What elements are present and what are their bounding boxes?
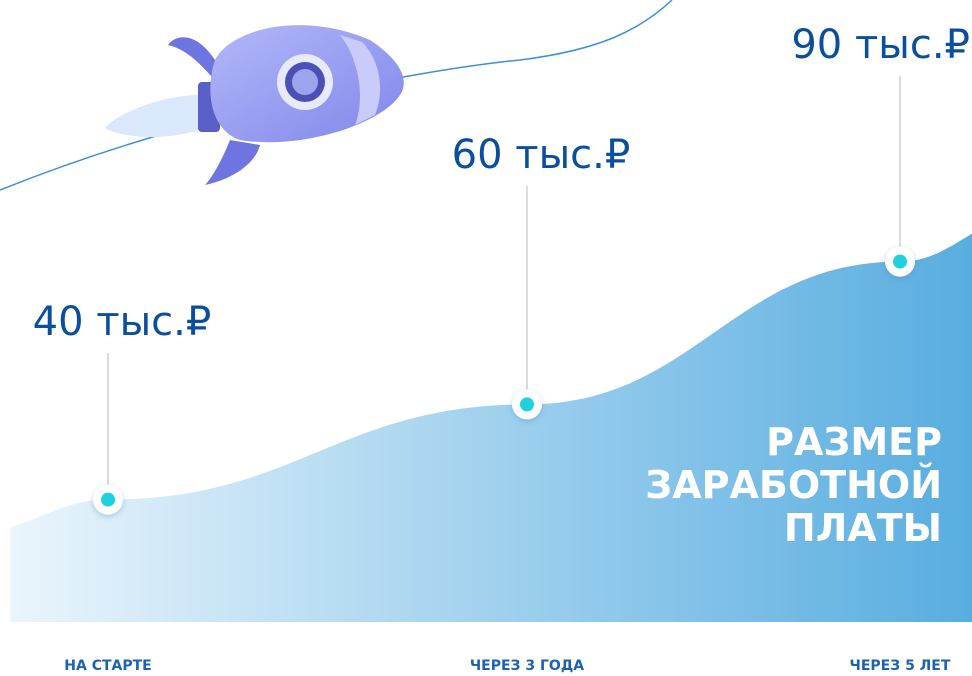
rocket-illustration [105,25,404,185]
value-label: 90 тыс.₽ [791,22,970,68]
value-label: 60 тыс.₽ [452,132,631,178]
x-tick-label: ЧЕРЕЗ 3 ГОДА [470,658,584,674]
salary-area [10,233,972,622]
x-tick-label: НА СТАРТЕ [64,658,151,674]
chart-title: ЗАРАБОТНОЙ [645,463,942,507]
point-inner [520,397,534,412]
x-tick-label: ЧЕРЕЗ 5 ЛЕТ [850,658,951,674]
point-inner [893,254,907,269]
value-label: 40 тыс.₽ [33,299,212,345]
chart-title: РАЗМЕР [766,420,942,464]
trajectory [0,0,673,191]
chart-title: ПЛАТЫ [784,506,942,550]
point-inner [101,492,115,507]
